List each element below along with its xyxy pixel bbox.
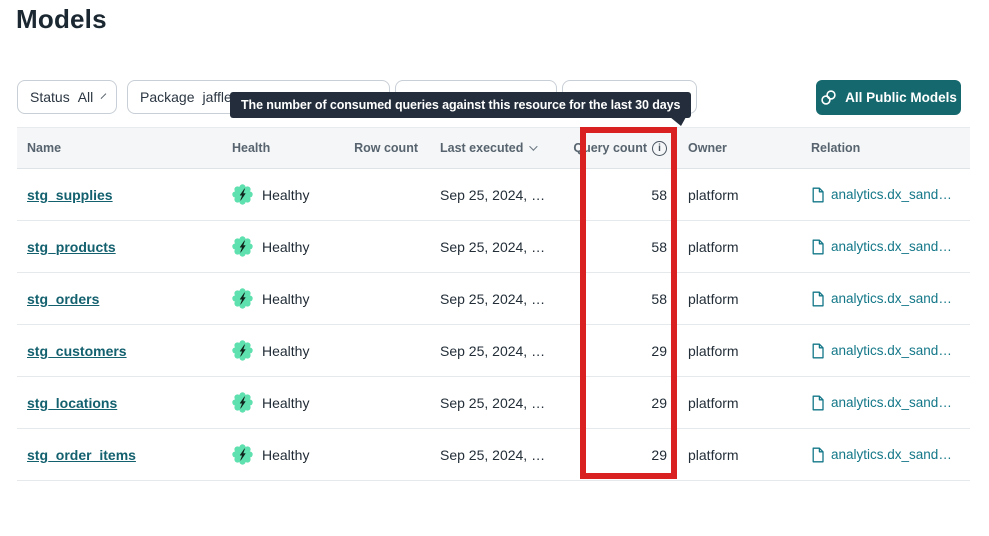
model-name-link[interactable]: stg_supplies: [27, 186, 113, 203]
last-executed-value: Sep 25, 2024, …: [440, 290, 546, 307]
relation-cell: analytics.dx_sand…: [790, 343, 970, 359]
healthy-status-icon: [232, 236, 253, 257]
query-count-value: 29: [651, 394, 667, 411]
all-public-models-button[interactable]: All Public Models: [816, 80, 961, 115]
model-name-link[interactable]: stg_locations: [27, 394, 118, 411]
package-filter-label: Package: [140, 89, 195, 105]
last-executed-value: Sep 25, 2024, …: [440, 446, 546, 463]
table-header-row: Name Health Row count Last executed Quer…: [17, 128, 970, 169]
table-row: stg_supplies: [17, 169, 970, 221]
last-executed-value: Sep 25, 2024, …: [440, 238, 546, 255]
relation-link[interactable]: analytics.dx_sand…: [831, 343, 952, 358]
health-label: Healthy: [262, 238, 310, 255]
owner-cell: platform: [688, 342, 739, 359]
health-label: Healthy: [262, 290, 310, 307]
healthy-status-icon: [232, 184, 253, 205]
tooltip-arrow: [670, 117, 687, 126]
status-filter-dropdown[interactable]: Status All: [17, 80, 117, 114]
last-executed-cell: Sep 25, 2024, …: [418, 343, 553, 359]
owner-cell: platform: [688, 238, 739, 255]
chevron-down-icon: [100, 92, 107, 99]
status-filter-label: Status: [30, 89, 70, 105]
relation-cell: analytics.dx_sand…: [790, 291, 970, 307]
query-count-cell: 29: [553, 447, 667, 463]
table-row: stg_customers: [17, 325, 970, 377]
all-public-models-label: All Public Models: [845, 90, 957, 105]
model-name-link[interactable]: stg_products: [27, 238, 116, 255]
health-label: Healthy: [262, 394, 310, 411]
relation-cell: analytics.dx_sand…: [790, 239, 970, 255]
last-executed-cell: Sep 25, 2024, …: [418, 395, 553, 411]
document-icon: [811, 395, 825, 411]
last-executed-cell: Sep 25, 2024, …: [418, 291, 553, 307]
query-count-value: 29: [651, 446, 667, 463]
sort-descending-icon: [529, 142, 539, 151]
column-header-health[interactable]: Health: [232, 141, 271, 155]
table-row: stg_locations: [17, 377, 970, 429]
table-body: stg_supplies: [17, 169, 970, 481]
relation-link[interactable]: analytics.dx_sand…: [831, 395, 952, 410]
column-header-relation[interactable]: Relation: [811, 141, 861, 155]
table-row: stg_products: [17, 221, 970, 273]
owner-cell: platform: [688, 290, 739, 307]
health-label: Healthy: [262, 446, 310, 463]
query-count-value: 58: [651, 186, 667, 203]
document-icon: [811, 239, 825, 255]
query-count-value: 58: [651, 290, 667, 307]
last-executed-value: Sep 25, 2024, …: [440, 394, 546, 411]
query-count-value: 29: [651, 342, 667, 359]
column-header-last-executed[interactable]: Last executed: [418, 141, 553, 155]
info-icon[interactable]: i: [652, 140, 667, 156]
document-icon: [811, 343, 825, 359]
relation-cell: analytics.dx_sand…: [790, 187, 970, 203]
page-title: Models: [16, 4, 107, 34]
query-count-tooltip: The number of consumed queries against t…: [230, 92, 692, 126]
relation-cell: analytics.dx_sand…: [790, 395, 970, 411]
relation-link[interactable]: analytics.dx_sand…: [831, 239, 952, 254]
health-label: Healthy: [262, 186, 310, 203]
column-header-row-count[interactable]: Row count: [354, 141, 418, 155]
table-row: stg_orders: [17, 273, 970, 325]
last-executed-cell: Sep 25, 2024, …: [418, 447, 553, 463]
model-name-link[interactable]: stg_customers: [27, 342, 127, 359]
last-executed-cell: Sep 25, 2024, …: [418, 187, 553, 203]
model-name-link[interactable]: stg_order_items: [27, 446, 136, 463]
column-header-query-count[interactable]: Query count i: [553, 140, 667, 156]
last-executed-value: Sep 25, 2024, …: [440, 186, 546, 203]
relation-cell: analytics.dx_sand…: [790, 447, 970, 463]
relation-link[interactable]: analytics.dx_sand…: [831, 187, 952, 202]
healthy-status-icon: [232, 392, 253, 413]
owner-cell: platform: [688, 446, 739, 463]
relation-link[interactable]: analytics.dx_sand…: [831, 291, 952, 306]
query-count-cell: 58: [553, 187, 667, 203]
models-table: Name Health Row count Last executed Quer…: [17, 127, 970, 481]
query-count-label: Query count: [573, 141, 647, 155]
healthy-status-icon: [232, 340, 253, 361]
query-count-cell: 58: [553, 239, 667, 255]
tooltip-text: The number of consumed queries against t…: [241, 98, 681, 112]
link-icon: [820, 89, 837, 106]
status-filter-value: All: [77, 89, 94, 105]
query-count-cell: 58: [553, 291, 667, 307]
healthy-status-icon: [232, 444, 253, 465]
last-executed-label: Last executed: [440, 141, 524, 155]
model-name-link[interactable]: stg_orders: [27, 290, 100, 307]
last-executed-value: Sep 25, 2024, …: [440, 342, 546, 359]
relation-link[interactable]: analytics.dx_sand…: [831, 447, 952, 462]
query-count-cell: 29: [553, 395, 667, 411]
query-count-cell: 29: [553, 343, 667, 359]
owner-cell: platform: [688, 186, 739, 203]
health-label: Healthy: [262, 342, 310, 359]
document-icon: [811, 291, 825, 307]
table-row: stg_order_items: [17, 429, 970, 481]
document-icon: [811, 187, 825, 203]
column-header-name[interactable]: Name: [27, 141, 62, 155]
query-count-value: 58: [651, 238, 667, 255]
healthy-status-icon: [232, 288, 253, 309]
column-header-owner[interactable]: Owner: [688, 141, 727, 155]
last-executed-cell: Sep 25, 2024, …: [418, 239, 553, 255]
owner-cell: platform: [688, 394, 739, 411]
document-icon: [811, 447, 825, 463]
